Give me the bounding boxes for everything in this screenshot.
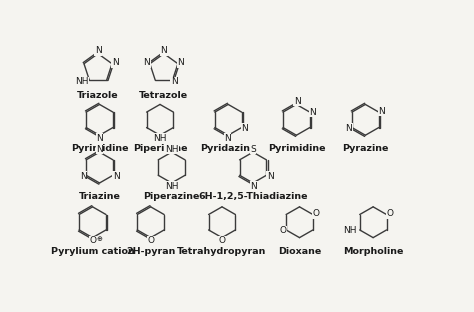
Text: Pyridazine: Pyridazine xyxy=(200,144,256,154)
Text: Morpholine: Morpholine xyxy=(343,247,403,256)
Text: N: N xyxy=(178,58,184,67)
Text: NH: NH xyxy=(165,182,178,191)
Text: NH: NH xyxy=(165,144,178,154)
Text: Tetrazole: Tetrazole xyxy=(139,90,189,100)
Text: N: N xyxy=(95,46,101,56)
Text: Triazine: Triazine xyxy=(79,192,120,201)
Text: N: N xyxy=(112,58,118,67)
Text: N: N xyxy=(241,124,248,133)
Text: N: N xyxy=(294,97,301,106)
Text: N: N xyxy=(80,172,86,181)
Text: O: O xyxy=(280,226,286,235)
Text: Piperidine: Piperidine xyxy=(133,144,187,154)
Text: N: N xyxy=(171,77,177,86)
Text: Dioxane: Dioxane xyxy=(278,247,321,256)
Text: Pyrazine: Pyrazine xyxy=(342,144,389,154)
Text: Pyrimidine: Pyrimidine xyxy=(268,144,325,154)
Text: N: N xyxy=(96,134,103,143)
Text: Pyrylium cation: Pyrylium cation xyxy=(51,247,135,256)
Text: Piperazine: Piperazine xyxy=(144,192,200,201)
Text: O: O xyxy=(147,236,154,245)
Text: N: N xyxy=(250,182,257,191)
Text: S: S xyxy=(250,144,256,154)
Text: NH: NH xyxy=(75,77,89,86)
Text: Triazole: Triazole xyxy=(77,90,119,100)
Text: N: N xyxy=(224,134,231,143)
Text: ⊕: ⊕ xyxy=(96,236,102,242)
Text: O: O xyxy=(386,209,393,218)
Text: N: N xyxy=(379,107,385,116)
Text: N: N xyxy=(113,172,119,181)
Text: Pyrimidine: Pyrimidine xyxy=(71,144,128,154)
Text: N: N xyxy=(346,124,352,133)
Text: NH: NH xyxy=(153,134,167,143)
Text: O: O xyxy=(312,209,319,218)
Text: N: N xyxy=(96,144,103,154)
Text: N: N xyxy=(267,172,273,181)
Text: N: N xyxy=(161,46,167,56)
Text: 2H-pyran: 2H-pyran xyxy=(126,247,175,256)
Text: 6H-1,2,5-Thiadiazine: 6H-1,2,5-Thiadiazine xyxy=(198,192,308,201)
Text: O: O xyxy=(219,236,226,245)
Text: N: N xyxy=(144,58,150,67)
Text: N: N xyxy=(310,108,316,117)
Text: NH: NH xyxy=(343,226,356,235)
Text: Tetrahydropyran: Tetrahydropyran xyxy=(177,247,267,256)
Text: O: O xyxy=(89,236,96,245)
